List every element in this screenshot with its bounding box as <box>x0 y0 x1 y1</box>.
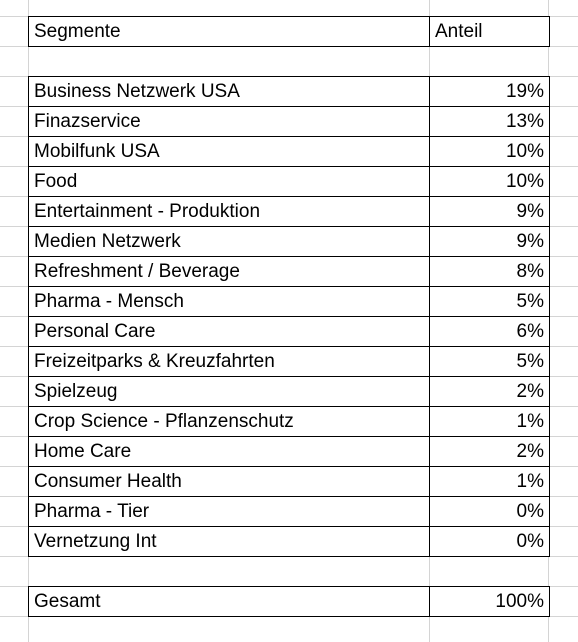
table-row: Freizeitparks & Kreuzfahrten 5% <box>29 347 549 377</box>
header-share-cell[interactable]: Anteil <box>435 21 483 42</box>
share-cell[interactable]: 13% <box>505 111 544 132</box>
segment-cell[interactable]: Pharma - Mensch <box>29 287 430 316</box>
segment-cell[interactable]: Freizeitparks & Kreuzfahrten <box>29 347 430 376</box>
total-row: Gesamt 100% <box>29 587 549 617</box>
header-row: Segmente Anteil <box>29 17 549 47</box>
table-row: Personal Care 6% <box>29 317 549 347</box>
table-row: Refreshment / Beverage 8% <box>29 257 549 287</box>
segment-cell[interactable]: Pharma - Tier <box>29 497 430 526</box>
share-cell[interactable]: 0% <box>516 501 544 522</box>
total-table: Gesamt 100% <box>28 586 550 617</box>
header-segment-cell[interactable]: Segmente <box>29 17 430 46</box>
segment-cell[interactable]: Consumer Health <box>29 467 430 496</box>
table-row: Home Care 2% <box>29 437 549 467</box>
table-row: Food 10% <box>29 167 549 197</box>
share-cell[interactable]: 19% <box>505 81 544 102</box>
segment-cell[interactable]: Spielzeug <box>29 377 430 406</box>
segment-cell[interactable]: Home Care <box>29 437 430 466</box>
share-cell[interactable]: 9% <box>516 201 544 222</box>
segment-cell[interactable]: Crop Science - Pflanzenschutz <box>29 407 430 436</box>
table-row: Finazservice 13% <box>29 107 549 137</box>
share-cell[interactable]: 10% <box>505 141 544 162</box>
share-cell[interactable]: 2% <box>516 441 544 462</box>
table-row: Entertainment - Produktion 9% <box>29 197 549 227</box>
header-table: Segmente Anteil <box>28 16 550 47</box>
segment-cell[interactable]: Medien Netzwerk <box>29 227 430 256</box>
share-cell[interactable]: 8% <box>516 261 544 282</box>
table-row: Medien Netzwerk 9% <box>29 227 549 257</box>
segment-cell[interactable]: Food <box>29 167 430 196</box>
share-cell[interactable]: 6% <box>516 321 544 342</box>
table-row: Crop Science - Pflanzenschutz 1% <box>29 407 549 437</box>
segment-cell[interactable]: Refreshment / Beverage <box>29 257 430 286</box>
segment-cell[interactable]: Vernetzung Int <box>29 527 430 556</box>
table-row: Pharma - Mensch 5% <box>29 287 549 317</box>
share-cell[interactable]: 5% <box>516 291 544 312</box>
share-cell[interactable]: 1% <box>516 471 544 492</box>
table-row: Mobilfunk USA 10% <box>29 137 549 167</box>
table-row: Consumer Health 1% <box>29 467 549 497</box>
segments-table: Business Netzwerk USA 19% Finazservice 13% M… <box>28 76 550 557</box>
share-cell[interactable]: 10% <box>505 171 544 192</box>
total-label-cell[interactable]: Gesamt <box>29 587 430 616</box>
segment-cell[interactable]: Mobilfunk USA <box>29 137 430 166</box>
table-row: Vernetzung Int 0% <box>29 527 549 557</box>
share-cell[interactable]: 0% <box>516 531 544 552</box>
table-row: Pharma - Tier 0% <box>29 497 549 527</box>
total-share-cell[interactable]: 100% <box>495 591 544 612</box>
table-row: Business Netzwerk USA 19% <box>29 77 549 107</box>
table-row: Spielzeug 2% <box>29 377 549 407</box>
segment-cell[interactable]: Entertainment - Produktion <box>29 197 430 226</box>
segment-cell[interactable]: Business Netzwerk USA <box>29 77 430 106</box>
share-cell[interactable]: 1% <box>516 411 544 432</box>
segment-cell[interactable]: Personal Care <box>29 317 430 346</box>
segment-cell[interactable]: Finazservice <box>29 107 430 136</box>
share-cell[interactable]: 2% <box>516 381 544 402</box>
share-cell[interactable]: 9% <box>516 231 544 252</box>
share-cell[interactable]: 5% <box>516 351 544 372</box>
